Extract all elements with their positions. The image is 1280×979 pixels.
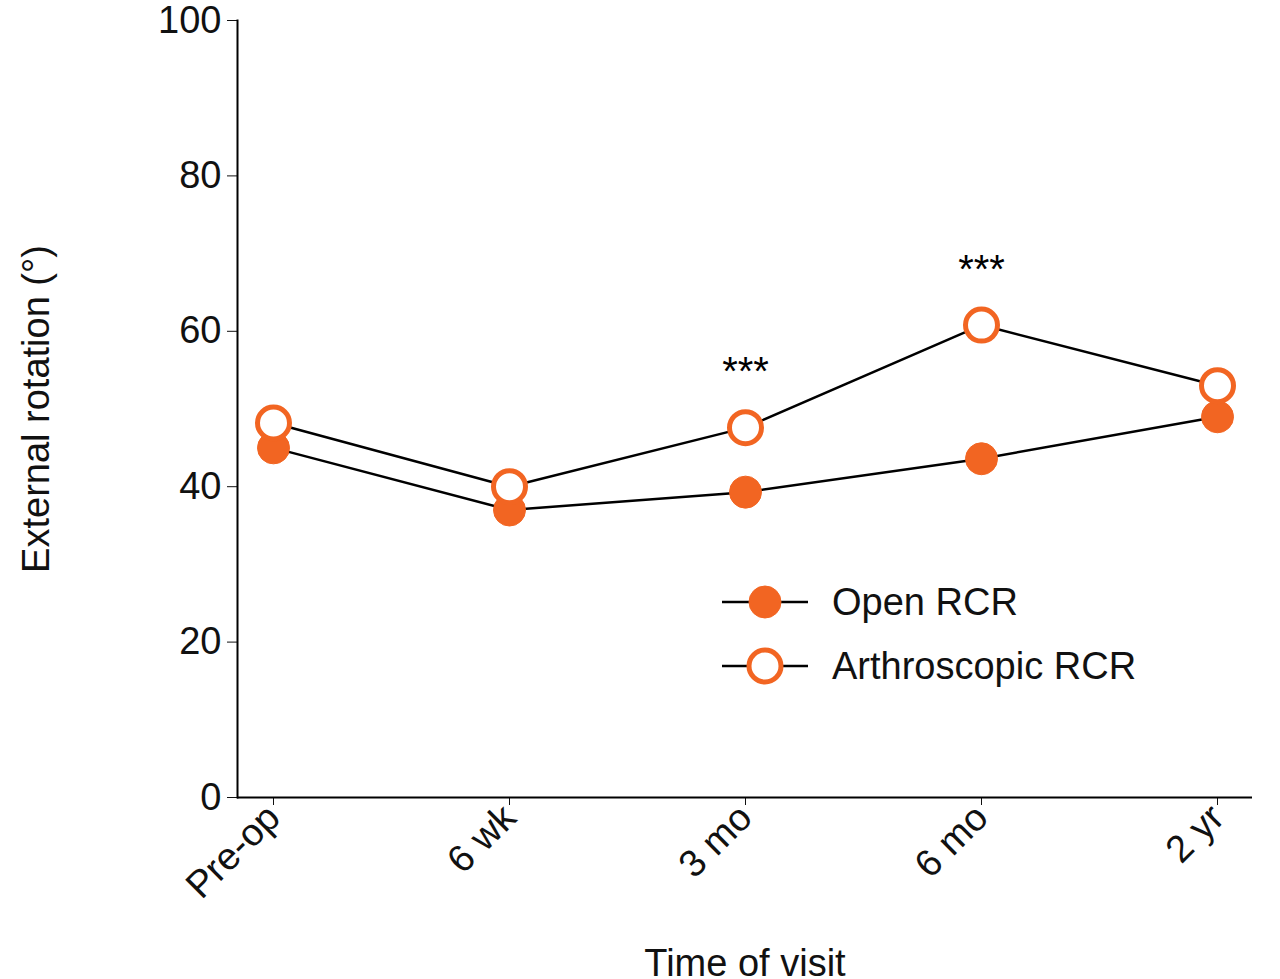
svg-text:External rotation (°): External rotation (°) (15, 245, 57, 573)
svg-text:40: 40 (179, 465, 221, 507)
svg-text:3 mo: 3 mo (670, 796, 759, 885)
html-text:Open RCR: Open RCR (832, 580, 1018, 623)
svg-text:60: 60 (179, 309, 221, 351)
svg-text:0: 0 (200, 776, 221, 818)
html-text:Arthroscopic RCR: Arthroscopic RCR (832, 644, 1137, 687)
svg-text:6 mo: 6 mo (906, 796, 995, 885)
svg-text:80: 80 (179, 154, 221, 196)
svg-text:***: *** (722, 349, 769, 393)
svg-text:100: 100 (158, 0, 221, 41)
svg-text:2 yr: 2 yr (1157, 796, 1232, 871)
svg-text:***: *** (958, 247, 1005, 291)
svg-text:Time of visit: Time of visit (644, 942, 846, 979)
svg-text:Pre-op: Pre-op (177, 796, 287, 906)
svg-text:6 wk: 6 wk (439, 795, 525, 881)
svg-text:20: 20 (179, 620, 221, 662)
